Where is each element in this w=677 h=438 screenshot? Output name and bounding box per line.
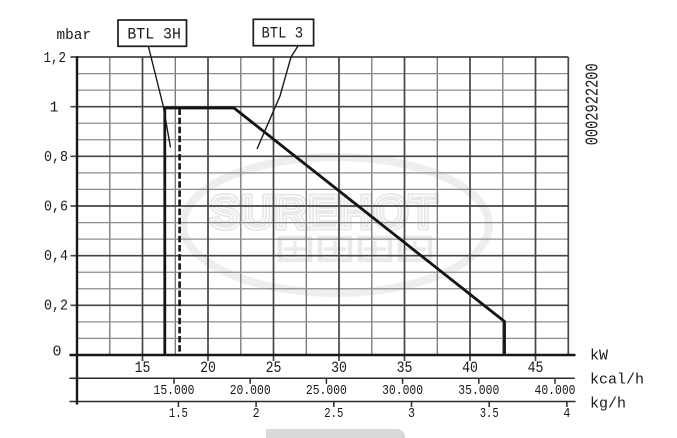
svg-text:20.000: 20.000 xyxy=(230,383,271,399)
svg-text:20: 20 xyxy=(200,359,216,377)
svg-text:0: 0 xyxy=(52,344,61,361)
svg-text:1.5: 1.5 xyxy=(169,406,188,422)
svg-text:25: 25 xyxy=(266,359,282,377)
svg-text:SUREHOT: SUREHOT xyxy=(210,186,438,238)
svg-text:0,4: 0,4 xyxy=(44,248,68,265)
svg-text:0,2: 0,2 xyxy=(44,298,68,315)
svg-text:BTL 3H: BTL 3H xyxy=(127,26,180,44)
svg-text:0,8: 0,8 xyxy=(44,149,68,166)
svg-text:2.5: 2.5 xyxy=(324,406,343,422)
svg-text:kcal/h: kcal/h xyxy=(590,371,644,388)
svg-text:1: 1 xyxy=(49,99,58,116)
svg-text:35: 35 xyxy=(397,359,413,377)
svg-text:0,6: 0,6 xyxy=(44,199,68,216)
svg-text:35.000: 35.000 xyxy=(458,383,499,399)
svg-text:BTL 3: BTL 3 xyxy=(262,25,304,43)
svg-text:40: 40 xyxy=(462,359,478,377)
svg-text:25.000: 25.000 xyxy=(306,383,347,399)
svg-text:0002922200: 0002922200 xyxy=(583,63,603,145)
svg-text:1,2: 1,2 xyxy=(44,50,67,67)
svg-text:kg/h: kg/h xyxy=(590,395,626,412)
svg-text:30: 30 xyxy=(331,359,347,377)
svg-text:3: 3 xyxy=(408,406,415,422)
svg-text:mbar: mbar xyxy=(57,28,92,44)
svg-text:30.000: 30.000 xyxy=(382,383,423,399)
svg-text:15: 15 xyxy=(135,359,151,377)
svg-text:2: 2 xyxy=(253,406,260,422)
svg-text:kW: kW xyxy=(590,348,608,365)
svg-text:SUREHOT: SUREHOT xyxy=(210,186,438,238)
svg-text:40.000: 40.000 xyxy=(535,383,576,399)
svg-text:4: 4 xyxy=(563,406,570,422)
svg-text:45: 45 xyxy=(528,359,544,377)
svg-text:15.000: 15.000 xyxy=(154,383,195,399)
svg-text:3.5: 3.5 xyxy=(480,406,499,422)
